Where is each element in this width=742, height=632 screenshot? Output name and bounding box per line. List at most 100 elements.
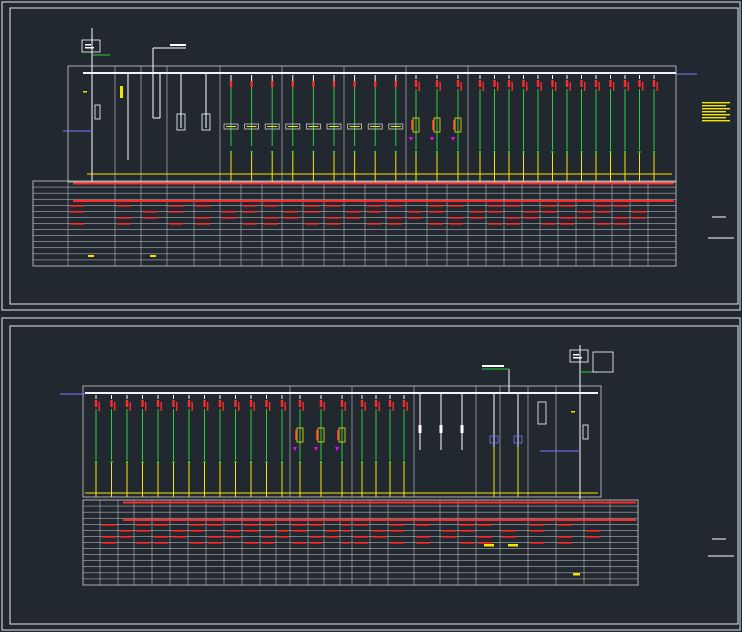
earth-switch-symbol (360, 460, 364, 464)
earth-switch-symbol (203, 460, 206, 464)
breaker-panel-box (176, 113, 186, 131)
parameter-table (82, 499, 639, 586)
breaker-symbol (522, 80, 525, 87)
table-value-cell (208, 536, 222, 538)
breaker-symbol (394, 81, 397, 87)
feeder-circuit (580, 75, 586, 182)
table-value-cell (558, 524, 572, 526)
reactor-symbol (293, 447, 297, 451)
table-value-cell (222, 211, 236, 213)
breaker-symbol (594, 80, 598, 87)
earth-switch-symbol (298, 460, 302, 464)
breaker-symbol (280, 400, 284, 407)
capacitor-bank-symbol (338, 427, 346, 443)
breaker-symbol (340, 400, 344, 407)
table-value-cell (558, 542, 572, 544)
breaker-label-mark (642, 82, 644, 91)
table-value-cell (408, 211, 422, 213)
table-value-cell (354, 536, 368, 538)
breaker-symbol (312, 81, 315, 87)
table-value-cell (222, 217, 236, 219)
table-value-cell (70, 205, 84, 207)
table-value-cell (326, 530, 338, 532)
breaker-label-mark (98, 402, 100, 411)
table-value-cell (408, 217, 422, 219)
table-value-cell (264, 223, 278, 225)
breaker-symbol (609, 80, 612, 87)
breaker-symbol (652, 80, 656, 87)
table-value-cell (449, 205, 463, 207)
table-value-cell (120, 530, 132, 532)
breaker-symbol (125, 400, 129, 407)
breaker-symbol (249, 400, 253, 407)
feeder-circuit (409, 75, 420, 182)
capacitor-bank-symbol (317, 427, 325, 443)
table-value-cell (578, 211, 592, 213)
earth-switch-symbol (374, 150, 377, 154)
feeder-circuit (430, 75, 441, 182)
meter-box (264, 123, 280, 130)
table-value-cell (449, 223, 463, 225)
breaker-symbol (265, 400, 268, 407)
earth-switch-symbol (493, 150, 496, 154)
sheet-2-inner-frame (9, 325, 739, 625)
table-value-cell (460, 542, 474, 544)
table-value-cell (429, 211, 443, 213)
reactor-symbol (409, 137, 413, 141)
feeder-circuit (156, 395, 162, 497)
table-value-cell (429, 205, 443, 207)
table-value-cell (262, 536, 274, 538)
earth-switch-symbol (249, 460, 253, 464)
table-value-cell (120, 536, 132, 538)
incomer-circuit (540, 345, 598, 499)
table-value-cell (542, 205, 556, 207)
table-value-cell (442, 536, 456, 538)
ct-symbol (571, 411, 575, 413)
feeder-circuit (141, 395, 147, 497)
table-value-cell (326, 217, 340, 219)
table-value-cell (367, 205, 381, 207)
feeder-circuit (402, 395, 408, 497)
earth-switch-symbol (172, 460, 175, 464)
breaker-label-mark (526, 82, 528, 91)
breaker-label-mark (439, 82, 441, 91)
table-value-cell (372, 530, 386, 532)
switch-panel (460, 393, 464, 450)
feeder-circuit (367, 75, 383, 182)
earth-switch-symbol (110, 460, 113, 464)
table-value-cell (117, 205, 131, 207)
breaker-symbol (435, 80, 439, 87)
table-value-cell (372, 536, 386, 538)
table-value-cell (136, 530, 150, 532)
breaker-symbol (353, 81, 356, 87)
table-value-cell (243, 205, 257, 207)
table-value-cell (488, 223, 502, 225)
table-value-cell (342, 530, 350, 532)
table-value-cell (390, 530, 404, 532)
feeder-circuit (388, 75, 404, 182)
breaker-symbol (250, 81, 253, 87)
feeder-circuit (187, 395, 193, 497)
table-value-cell (264, 205, 278, 207)
reactor-symbol (335, 447, 339, 451)
feeder-circuit (623, 75, 629, 182)
table-value-cell (354, 542, 368, 544)
table-value-cell (154, 542, 168, 544)
reactor-symbol (430, 137, 434, 141)
table-value-cell (243, 223, 257, 225)
breaker-label-mark (269, 402, 271, 411)
switch-symbol (439, 425, 443, 433)
earth-switch-symbol (94, 460, 98, 464)
table-value-cell (292, 524, 306, 526)
earth-switch-symbol (414, 150, 418, 154)
meter-box (244, 123, 260, 130)
feeder-circuit (244, 75, 260, 182)
breaker-label-mark (253, 402, 255, 411)
breaker-symbol (623, 80, 627, 87)
breaker-label-mark (569, 82, 571, 91)
coupler-panel (152, 44, 186, 119)
breaker-label-mark (482, 82, 484, 91)
breaker-label-mark (176, 402, 178, 411)
feeder-circuit (203, 395, 209, 497)
table-value-cell (478, 524, 492, 526)
